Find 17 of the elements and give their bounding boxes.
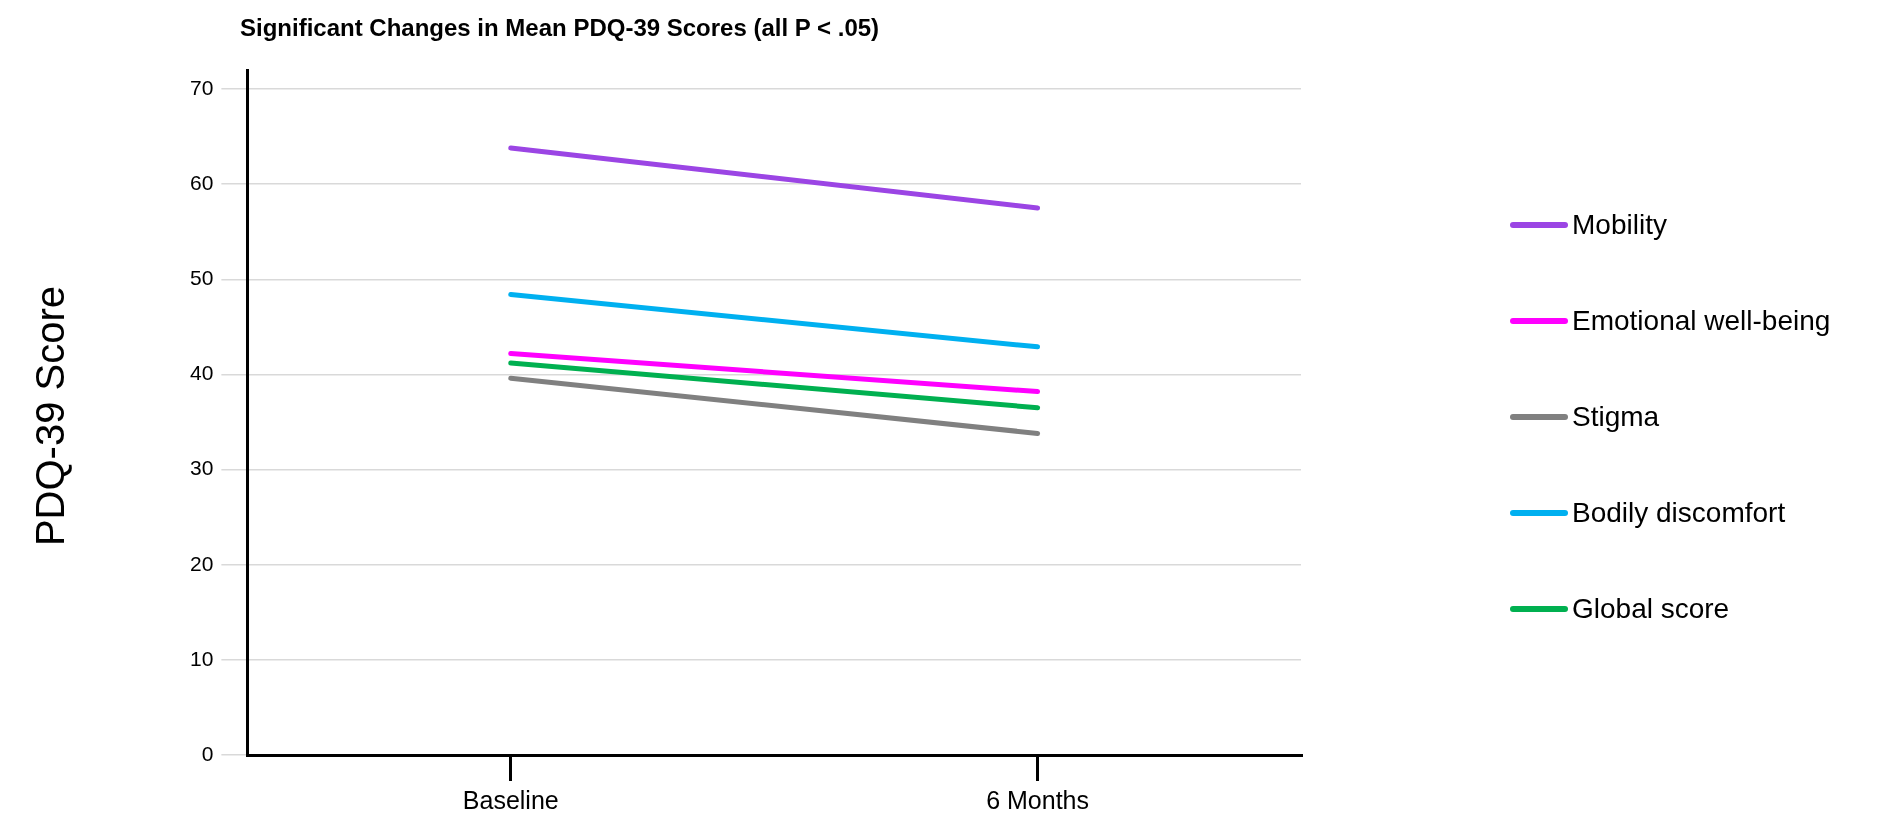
y-tick-label: 70 (190, 75, 214, 99)
y-tick-label: 0 (201, 741, 214, 765)
legend-label: Stigma (1572, 400, 1660, 433)
y-tick-label: 20 (190, 551, 214, 575)
y-tick-label: 30 (190, 456, 214, 480)
y-tick-label: 10 (190, 646, 214, 670)
legend-label: Emotional well-being (1572, 304, 1831, 337)
y-axis-title: PDQ-39 Score (27, 285, 73, 547)
y-tick-label: 40 (190, 361, 214, 385)
legend-label: Mobility (1572, 208, 1667, 241)
legend-label: Global score (1572, 592, 1730, 625)
x-tick-label: 6 Months (986, 785, 1090, 814)
chart-title: Significant Changes in Mean PDQ-39 Scores (all P < .05) (240, 14, 880, 42)
y-tick-label: 50 (190, 266, 214, 290)
y-tick-label: 60 (190, 170, 214, 194)
legend-label: Bodily discomfort (1572, 496, 1786, 529)
x-tick-label: Baseline (462, 785, 559, 814)
